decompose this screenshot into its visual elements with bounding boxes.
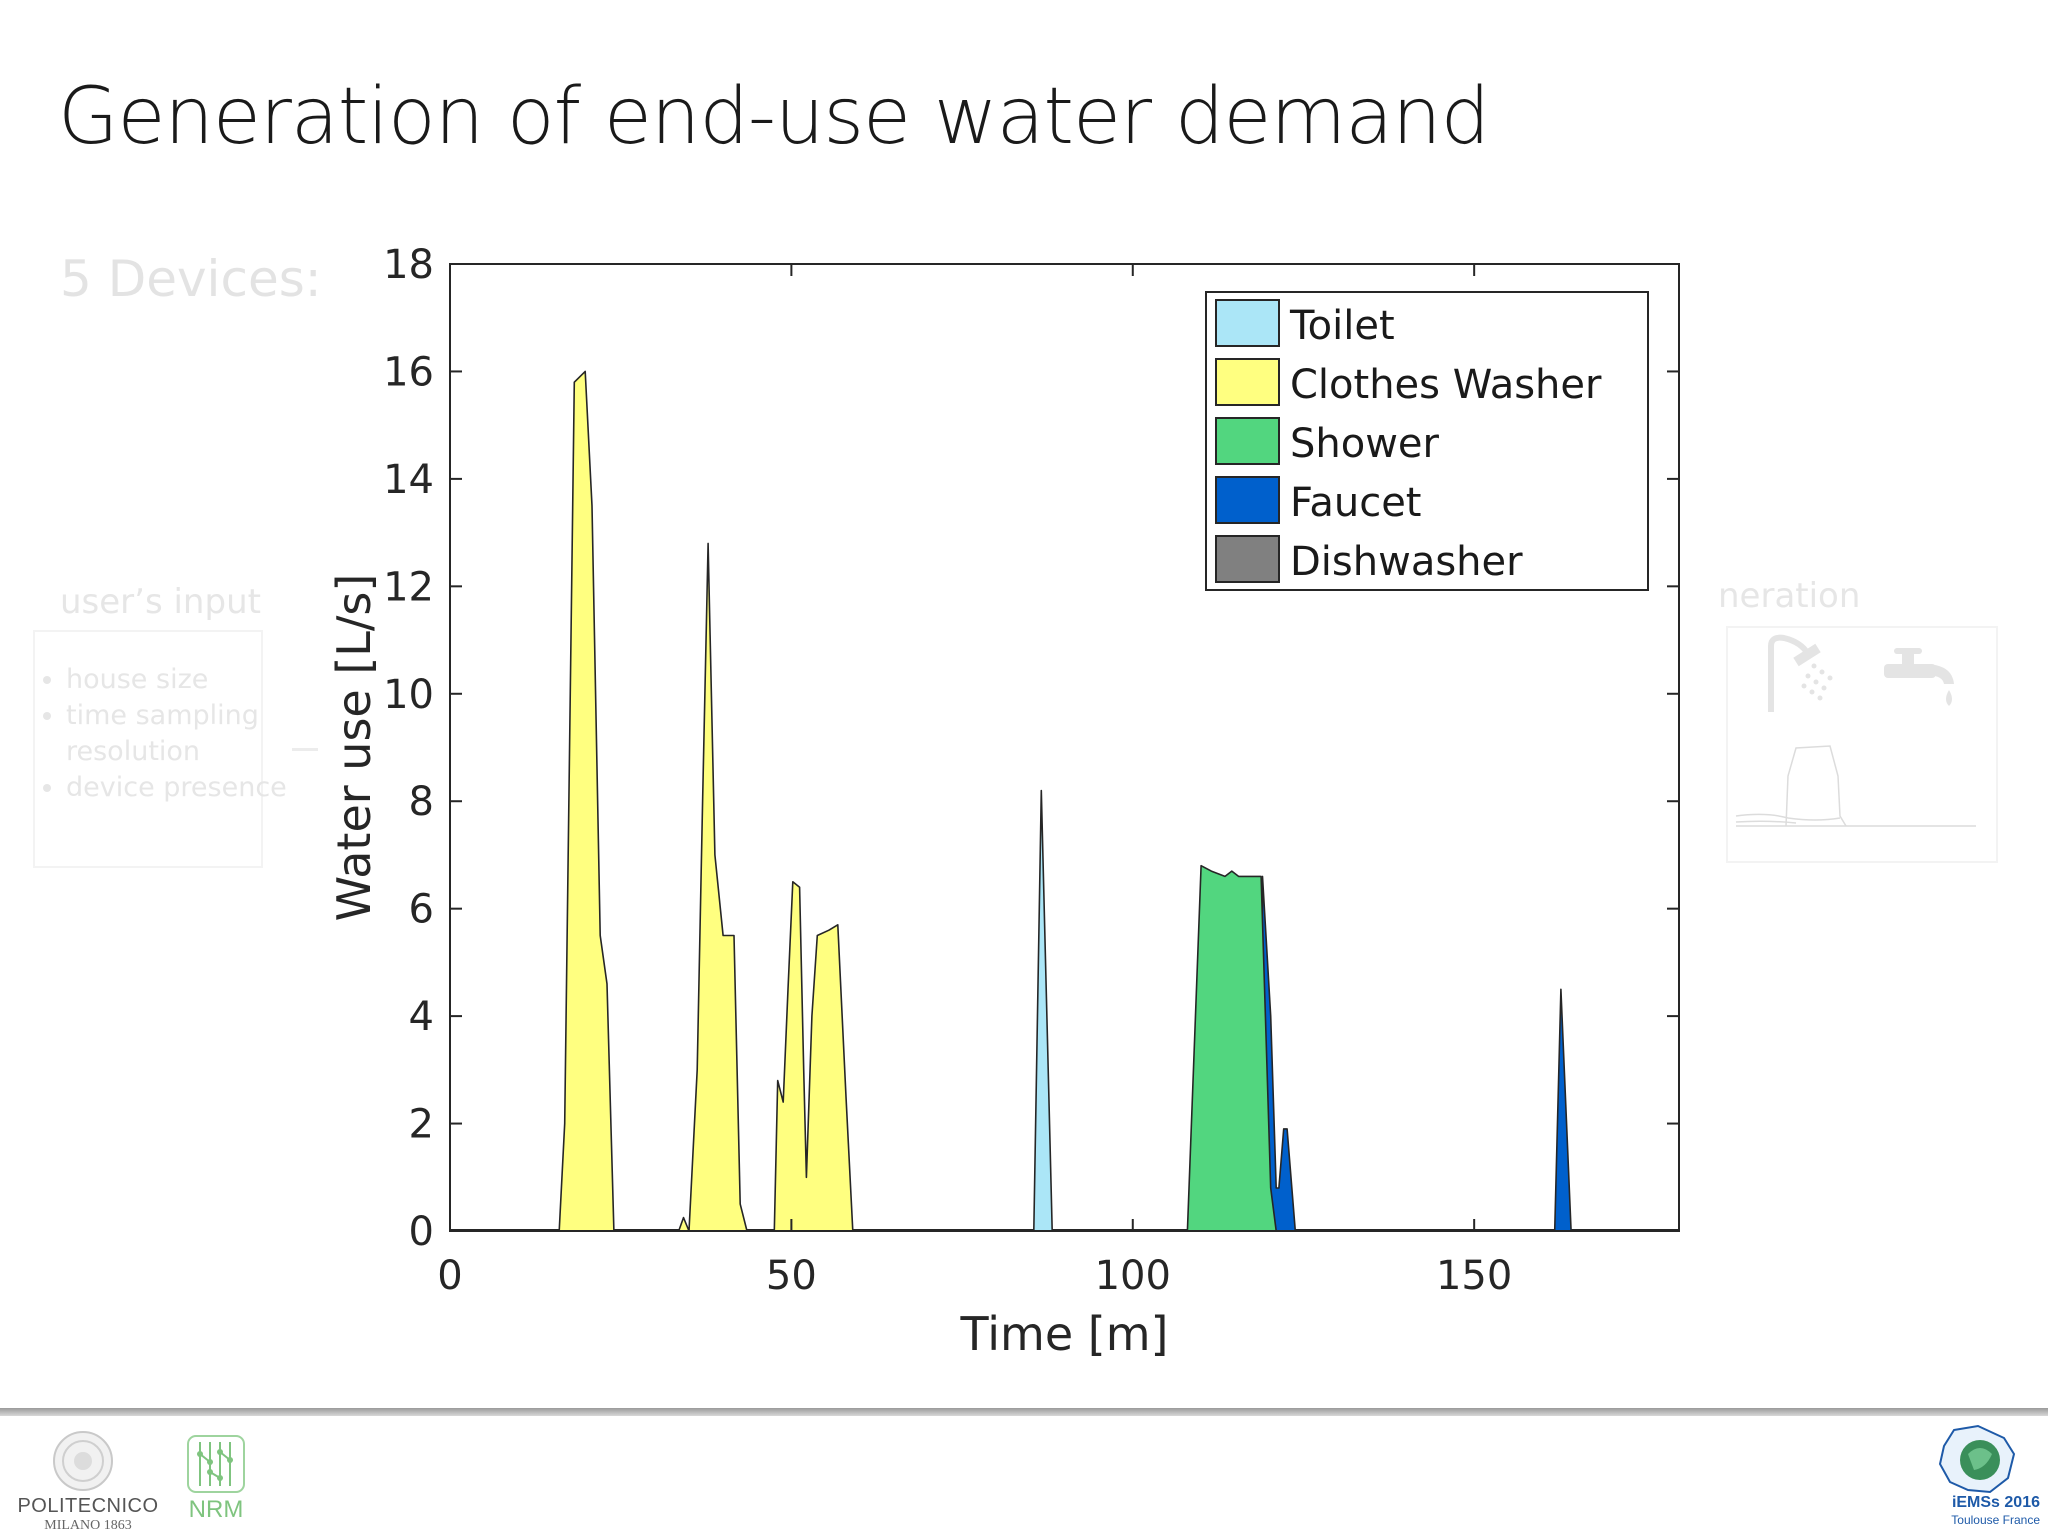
y-tick-label: 10 [383,672,434,718]
input-item-time-sampling: time sampling resolution [66,698,296,770]
polimi-seal-icon [53,1431,113,1491]
input-item-device-presence: device presence [66,770,296,806]
x-tick-label: 50 [766,1253,817,1299]
y-tick-label: 0 [409,1209,434,1255]
chart-ticks: 0 50 100 150 0 2 4 6 8 10 12 14 16 18 [383,242,1679,1299]
generation-icons [1735,634,1976,827]
generation-box [1726,626,1998,863]
chart-areas [450,370,1679,1232]
iemss-france-map-icon [1938,1424,2016,1494]
iemss-subtitle: Toulouse France [1951,1513,2040,1527]
y-tick-label: 12 [383,564,434,610]
x-axis-label: Time [m] [960,1307,1169,1361]
y-tick-label: 18 [383,242,434,288]
polimi-name: POLITECNICO [17,1495,159,1517]
x-tick-label: 0 [437,1253,462,1299]
legend-label: Shower [1290,421,1440,467]
input-list: house size time sampling resolution devi… [46,662,296,806]
y-tick-label: 4 [409,994,434,1040]
polimi-subtitle: MILANO 1863 [44,1518,132,1533]
generation-box-title: neration [1718,576,1861,616]
mini-chart-icon [1735,745,1976,827]
y-tick-label: 16 [383,349,434,395]
legend-label: Clothes Washer [1290,362,1602,408]
arrow-dash [292,748,318,751]
x-tick-label: 100 [1095,1253,1171,1299]
legend-label: Faucet [1290,480,1421,526]
area-toilet-3 [1033,789,1053,1232]
area-clothes-washer-0 [558,370,615,1232]
legend-swatch [1215,358,1280,406]
legend-swatch [1215,417,1280,465]
devices-label: 5 Devices: [60,250,322,308]
legend-label: Dishwasher [1290,539,1523,585]
input-box [33,630,263,868]
iemss-name: iEMSs 2016 [1951,1494,2040,1511]
legend-swatch [1215,476,1280,524]
input-box-title: user’s input [60,582,261,622]
legend-swatch [1215,299,1280,347]
legend: Toilet Clothes Washer Shower Faucet Dishwash… [1205,291,1649,591]
x-tick-label: 150 [1436,1253,1512,1299]
y-axis-label: Water use [L/s] [327,574,381,922]
y-tick-label: 2 [409,1102,434,1148]
area-clothes-washer-2 [773,880,854,1232]
faucet-icon [1884,648,1954,706]
area-faucet-6 [1553,988,1572,1232]
nrm-logo-icon [187,1435,245,1493]
input-item-house-size: house size [66,662,296,698]
shower-icon [1768,634,1833,712]
y-tick-label: 8 [409,779,434,825]
y-tick-label: 6 [409,887,434,933]
legend-swatch [1215,535,1280,583]
area-shower-5 [1186,864,1277,1232]
legend-label: Toilet [1289,303,1395,349]
footer-divider [0,1408,2048,1416]
y-tick-label: 14 [383,457,434,503]
nrm-name: NRM [188,1496,244,1523]
slide-title: Generation of end-use water demand [58,72,1490,162]
plot-frame [449,263,1680,1232]
area-clothes-washer-1 [677,542,748,1232]
